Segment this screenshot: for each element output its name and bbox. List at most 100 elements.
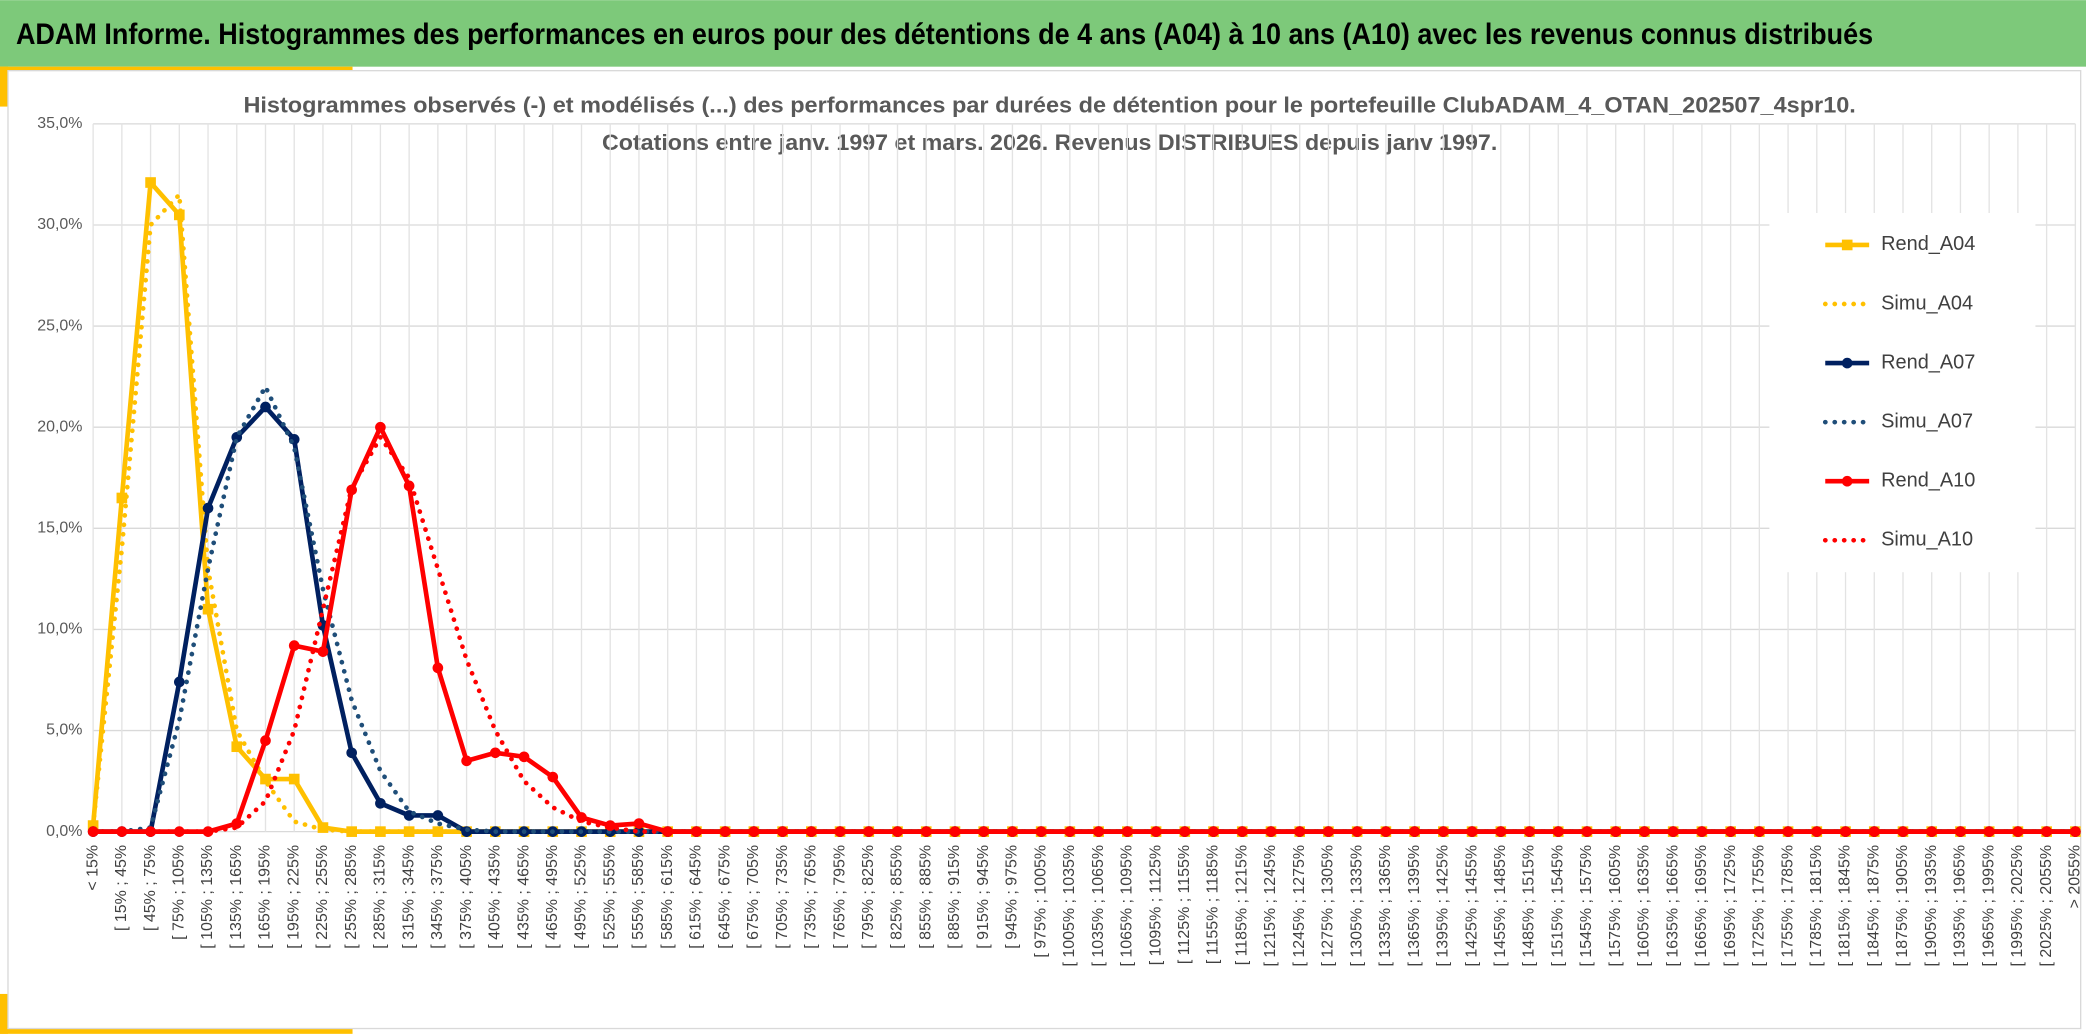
marker bbox=[863, 826, 875, 837]
legend-label: Rend_A10 bbox=[1881, 469, 1975, 491]
y-tick-label: 10,0% bbox=[37, 621, 82, 638]
x-tick-label: [ 465% ; 495% bbox=[544, 845, 561, 949]
y-tick-label: 5,0% bbox=[46, 722, 82, 739]
marker bbox=[260, 401, 271, 413]
chart-border bbox=[7, 70, 2082, 1030]
legend-label: Simu_A10 bbox=[1881, 529, 1973, 551]
x-tick-label: [ 255% ; 285% bbox=[343, 845, 360, 949]
x-tick-label: [ 345% ; 375% bbox=[429, 845, 446, 949]
marker bbox=[116, 492, 128, 504]
legend-marker bbox=[1841, 475, 1853, 487]
x-tick-label: [ 75% ; 105% bbox=[171, 845, 188, 940]
x-tick-label: [ 855% ; 885% bbox=[917, 845, 934, 949]
x-tick-label: [ 45% ; 75% bbox=[142, 845, 159, 931]
chart-title: Histogrammes observés (-) et modélisés (… bbox=[243, 93, 1855, 118]
marker bbox=[1524, 826, 1535, 837]
x-tick-label: [ 1545% ; 1575% bbox=[1578, 845, 1595, 967]
marker bbox=[202, 502, 214, 514]
marker bbox=[432, 662, 444, 674]
marker bbox=[231, 741, 243, 753]
legend-label: Rend_A04 bbox=[1881, 233, 1975, 255]
legend-label: Simu_A04 bbox=[1881, 292, 1973, 314]
y-tick-label: 25,0% bbox=[37, 317, 82, 334]
marker bbox=[1466, 826, 1478, 837]
legend-label: Rend_A07 bbox=[1881, 351, 1975, 373]
marker bbox=[2012, 826, 2024, 837]
accent bbox=[0, 66, 353, 71]
x-tick-label: [ 1455% ; 1485% bbox=[1492, 845, 1509, 967]
marker bbox=[375, 797, 386, 809]
marker bbox=[375, 421, 386, 433]
marker bbox=[806, 826, 817, 837]
x-tick-label: [ 1365% ; 1395% bbox=[1406, 845, 1423, 967]
legend-marker bbox=[1841, 357, 1853, 369]
marker bbox=[1380, 826, 1392, 837]
marker bbox=[633, 818, 645, 829]
x-tick-label: [ 285% ; 315% bbox=[372, 845, 389, 949]
accent bbox=[0, 1028, 353, 1034]
marker bbox=[173, 676, 185, 688]
x-tick-label: [ 195% ; 225% bbox=[285, 845, 302, 949]
x-tick-label: [ 1185% ; 1215% bbox=[1233, 845, 1250, 965]
x-tick-label: [ 1155% ; 1185% bbox=[1205, 845, 1222, 964]
x-tick-label: [ 1125% ; 1155% bbox=[1176, 845, 1193, 964]
x-tick-label: [ 1005% ; 1035% bbox=[1061, 845, 1078, 967]
marker bbox=[1983, 826, 1995, 837]
legend-box bbox=[1769, 213, 2036, 573]
x-tick-label: [ 1065% ; 1095% bbox=[1119, 845, 1136, 967]
legend: Rend_A04 Simu_A04 Rend_A07 Simu_A07 Rend_A10… bbox=[1769, 213, 2036, 573]
accent bbox=[0, 66, 8, 107]
x-tick-label: [ 615% ; 645% bbox=[688, 845, 705, 949]
marker bbox=[1409, 826, 1420, 837]
legend-marker bbox=[1841, 239, 1853, 251]
x-tick-label: [ 645% ; 675% bbox=[716, 845, 733, 949]
x-tick-label: [ 1035% ; 1065% bbox=[1090, 845, 1107, 967]
x-tick-label: [ 825% ; 855% bbox=[889, 845, 906, 949]
chart-subtitle: Cotations entre janv. 1997 et mars. 2026… bbox=[602, 130, 1497, 155]
x-tick-label: [ 135% ; 165% bbox=[228, 845, 245, 949]
x-tick-label: [ 405% ; 435% bbox=[487, 845, 504, 949]
x-tick-label: [ 735% ; 765% bbox=[803, 845, 820, 949]
marker bbox=[1495, 826, 1507, 837]
x-tick-label: [ 765% ; 795% bbox=[831, 845, 848, 949]
x-tick-label: [ 1935% ; 1965% bbox=[1952, 845, 1969, 967]
marker bbox=[260, 735, 271, 746]
marker bbox=[461, 755, 472, 767]
series-line bbox=[93, 424, 2076, 834]
x-tick-label: [ 1785% ; 1815% bbox=[1808, 845, 1825, 967]
marker bbox=[2070, 826, 2081, 837]
x-tick-label: [ 525% ; 555% bbox=[601, 845, 618, 949]
y-tick-label: 0,0% bbox=[46, 823, 82, 840]
marker bbox=[346, 747, 357, 759]
marker bbox=[662, 826, 674, 837]
accent bbox=[0, 993, 8, 1034]
x-tick-label: [ 1815% ; 1845% bbox=[1837, 845, 1854, 967]
y-tick-label: 35,0% bbox=[37, 115, 82, 132]
x-tick-label: [ 1905% ; 1935% bbox=[1923, 845, 1940, 967]
marker bbox=[2041, 826, 2052, 837]
x-tick-label: [ 945% ; 975% bbox=[1004, 845, 1021, 949]
x-tick-label: [ 1515% ; 1545% bbox=[1549, 845, 1566, 967]
x-tick-label: [ 1215% ; 1245% bbox=[1262, 845, 1279, 967]
x-tick-label: [ 15% ; 45% bbox=[113, 845, 130, 931]
x-tick-label: [ 435% ; 465% bbox=[515, 845, 532, 949]
x-tick-label: [ 1635% ; 1665% bbox=[1664, 845, 1681, 967]
marker bbox=[145, 177, 156, 188]
x-tick-label: [ 315% ; 345% bbox=[400, 845, 417, 949]
x-tick-label: [ 1335% ; 1365% bbox=[1377, 845, 1394, 967]
x-tick-label: [ 225% ; 255% bbox=[314, 845, 331, 949]
x-tick-label: [ 975% ; 1005% bbox=[1032, 845, 1049, 958]
x-tick-label: [ 1725% ; 1755% bbox=[1751, 845, 1768, 967]
x-tick-label: [ 1395% ; 1425% bbox=[1435, 845, 1452, 967]
marker bbox=[691, 826, 702, 837]
marker bbox=[1438, 826, 1449, 837]
marker bbox=[719, 826, 731, 837]
y-tick-label: 30,0% bbox=[37, 216, 82, 233]
header-title: ADAM Informe. Histogrammes des performan… bbox=[16, 19, 1873, 51]
marker bbox=[777, 826, 788, 837]
y-tick-label: 20,0% bbox=[37, 418, 82, 435]
marker bbox=[260, 773, 271, 785]
x-tick-label: [ 1095% ; 1125% bbox=[1147, 845, 1164, 965]
x-tick-label: [ 1665% ; 1695% bbox=[1693, 845, 1710, 967]
